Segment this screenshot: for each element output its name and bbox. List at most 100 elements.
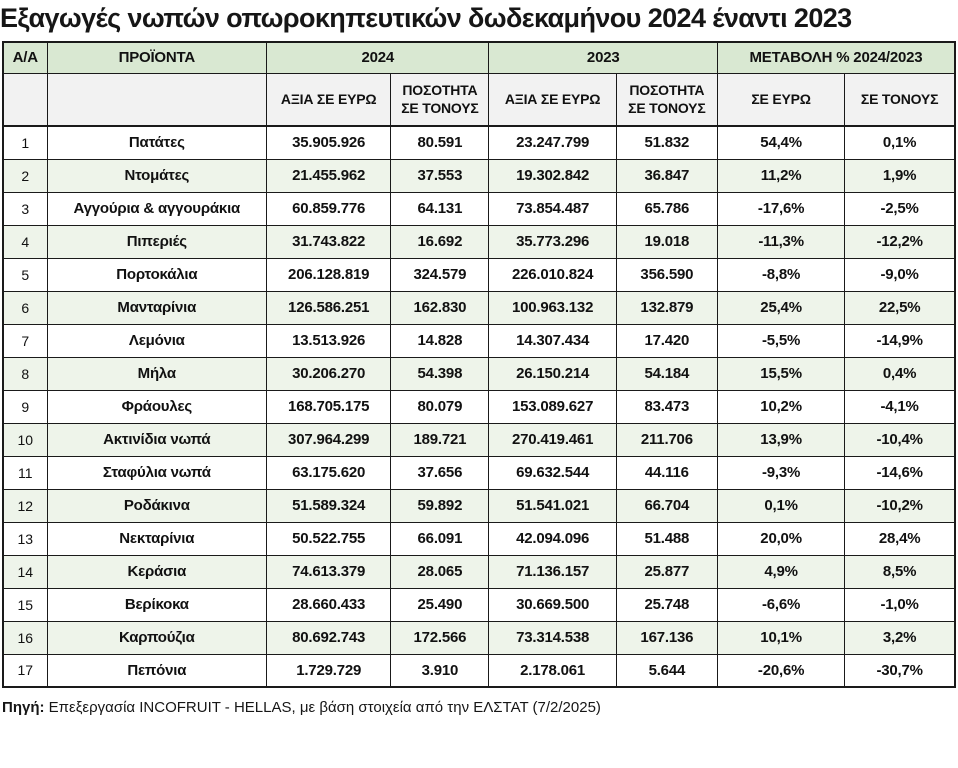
- qty-2024-cell: 162.830: [390, 290, 490, 325]
- qty-2023-cell: 132.879: [615, 290, 718, 325]
- row-number-cell: 15: [2, 587, 48, 622]
- qty-2024-cell: 28.065: [390, 554, 490, 589]
- col-header-change: ΜΕΤΑΒΟΛΗ % 2024/2023: [716, 41, 956, 74]
- change-eur-cell: 11,2%: [716, 158, 846, 193]
- qty-2023-cell: 54.184: [615, 356, 718, 391]
- change-tons-cell: -10,4%: [844, 422, 956, 457]
- value-2024-cell: 126.586.251: [266, 290, 392, 325]
- table-row: 2 Ντομάτες 21.455.962 37.553 19.302.842 36.84…: [2, 158, 956, 193]
- table-row: 11 Σταφύλια νωπά 63.175.620 37.656 69.632.54…: [2, 455, 956, 490]
- qty-2024-cell: 25.490: [390, 587, 490, 622]
- row-number-cell: 16: [2, 620, 48, 655]
- col-header-2023: 2023: [488, 41, 718, 74]
- qty-2023-cell: 167.136: [615, 620, 718, 655]
- change-eur-cell: 10,1%: [716, 620, 846, 655]
- product-name-cell: Μήλα: [46, 356, 268, 391]
- table-row: 12 Ροδάκινα 51.589.324 59.892 51.541.021 66.7…: [2, 488, 956, 523]
- change-eur-cell: 13,9%: [716, 422, 846, 457]
- qty-2023-cell: 66.704: [615, 488, 718, 523]
- row-number-cell: 12: [2, 488, 48, 523]
- qty-2023-cell: 19.018: [615, 224, 718, 259]
- value-2023-cell: 19.302.842: [488, 158, 617, 193]
- row-number-cell: 17: [2, 653, 48, 688]
- row-number-cell: 4: [2, 224, 48, 259]
- value-2024-cell: 50.522.755: [266, 521, 392, 556]
- value-2024-cell: 206.128.819: [266, 257, 392, 292]
- value-2024-cell: 28.660.433: [266, 587, 392, 622]
- table-row: 4 Πιπεριές 31.743.822 16.692 35.773.296 19.01…: [2, 224, 956, 259]
- change-tons-cell: 3,2%: [844, 620, 956, 655]
- value-2024-cell: 60.859.776: [266, 191, 392, 226]
- change-tons-cell: -14,6%: [844, 455, 956, 490]
- value-2023-cell: 73.854.487: [488, 191, 617, 226]
- value-2023-cell: 73.314.538: [488, 620, 617, 655]
- source-note-label: Πηγή:: [2, 699, 45, 716]
- qty-2023-cell: 356.590: [615, 257, 718, 292]
- change-eur-cell: -5,5%: [716, 323, 846, 358]
- product-name-cell: Πεπόνια: [46, 653, 268, 688]
- value-2023-cell: 23.247.799: [488, 125, 617, 160]
- change-eur-cell: -9,3%: [716, 455, 846, 490]
- header-group-row: Α/Α ΠΡΟΪΟΝΤΑ 2024 2023 ΜΕΤΑΒΟΛΗ % 2024/2…: [2, 41, 956, 74]
- change-tons-cell: -2,5%: [844, 191, 956, 226]
- qty-2024-cell: 66.091: [390, 521, 490, 556]
- qty-2023-cell: 83.473: [615, 389, 718, 424]
- table-row: 3 Αγγούρια & αγγουράκια 60.859.776 64.131 73…: [2, 191, 956, 226]
- change-eur-cell: -20,6%: [716, 653, 846, 688]
- qty-2023-cell: 25.748: [615, 587, 718, 622]
- value-2024-cell: 168.705.175: [266, 389, 392, 424]
- value-2024-cell: 51.589.324: [266, 488, 392, 523]
- value-2023-cell: 69.632.544: [488, 455, 617, 490]
- value-2024-cell: 307.964.299: [266, 422, 392, 457]
- value-2024-cell: 13.513.926: [266, 323, 392, 358]
- row-number-cell: 2: [2, 158, 48, 193]
- change-tons-cell: -12,2%: [844, 224, 956, 259]
- qty-2024-cell: 54.398: [390, 356, 490, 391]
- value-2023-cell: 270.419.461: [488, 422, 617, 457]
- value-2024-cell: 63.175.620: [266, 455, 392, 490]
- source-note-text: Επεξεργασία INCOFRUIT - HELLAS, με βάση …: [44, 699, 601, 716]
- product-name-cell: Ακτινίδια νωπά: [46, 422, 268, 457]
- value-2024-cell: 80.692.743: [266, 620, 392, 655]
- qty-2023-cell: 44.116: [615, 455, 718, 490]
- product-name-cell: Σταφύλια νωπά: [46, 455, 268, 490]
- qty-2023-cell: 17.420: [615, 323, 718, 358]
- product-name-cell: Αγγούρια & αγγουράκια: [46, 191, 268, 226]
- product-name-cell: Λεμόνια: [46, 323, 268, 358]
- value-2024-cell: 30.206.270: [266, 356, 392, 391]
- table-row: 7 Λεμόνια 13.513.926 14.828 14.307.434 17.420…: [2, 323, 956, 358]
- table-row: 1 Πατάτες 35.905.926 80.591 23.247.799 51.832…: [2, 125, 956, 160]
- table-row: 9 Φράουλες 168.705.175 80.079 153.089.627 83.…: [2, 389, 956, 424]
- qty-2024-cell: 64.131: [390, 191, 490, 226]
- table-row: 10 Ακτινίδια νωπά 307.964.299 189.721 270.41…: [2, 422, 956, 457]
- change-eur-cell: -6,6%: [716, 587, 846, 622]
- qty-2024-cell: 324.579: [390, 257, 490, 292]
- col-header-aa: Α/Α: [2, 41, 48, 74]
- qty-2024-cell: 14.828: [390, 323, 490, 358]
- product-name-cell: Κεράσια: [46, 554, 268, 589]
- subheader-empty-aa: [2, 72, 48, 127]
- table-row: 16 Καρπούζια 80.692.743 172.566 73.314.538 16…: [2, 620, 956, 655]
- qty-2023-cell: 51.488: [615, 521, 718, 556]
- change-tons-cell: 28,4%: [844, 521, 956, 556]
- table-row: 13 Νεκταρίνια 50.522.755 66.091 42.094.096 51…: [2, 521, 956, 556]
- subheader-qty-tons-2024: ΠΟΣΟΤΗΤΑ ΣΕ ΤΟΝΟΥΣ: [390, 72, 490, 127]
- subheader-value-eur-2024: ΑΞΙΑ ΣΕ ΕΥΡΩ: [266, 72, 392, 127]
- table-row: 5 Πορτοκάλια 206.128.819 324.579 226.010.824…: [2, 257, 956, 292]
- page-title: Εξαγωγές νωπών οπωροκηπευτικών δωδεκαμήν…: [0, 3, 852, 33]
- table-row: 6 Μανταρίνια 126.586.251 162.830 100.963.132…: [2, 290, 956, 325]
- value-2023-cell: 153.089.627: [488, 389, 617, 424]
- change-eur-cell: 15,5%: [716, 356, 846, 391]
- change-eur-cell: -11,3%: [716, 224, 846, 259]
- value-2024-cell: 35.905.926: [266, 125, 392, 160]
- change-tons-cell: 8,5%: [844, 554, 956, 589]
- value-2023-cell: 226.010.824: [488, 257, 617, 292]
- change-tons-cell: -14,9%: [844, 323, 956, 358]
- row-number-cell: 7: [2, 323, 48, 358]
- row-number-cell: 5: [2, 257, 48, 292]
- source-note: Πηγή: Επεξεργασία INCOFRUIT - HELLAS, με…: [0, 699, 958, 716]
- product-name-cell: Πορτοκάλια: [46, 257, 268, 292]
- value-2023-cell: 26.150.214: [488, 356, 617, 391]
- value-2023-cell: 71.136.157: [488, 554, 617, 589]
- change-tons-cell: 0,1%: [844, 125, 956, 160]
